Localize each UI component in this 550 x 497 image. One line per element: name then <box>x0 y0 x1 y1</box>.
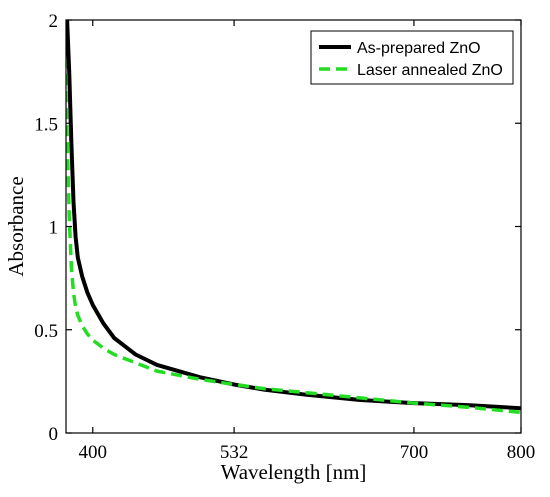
plot-area <box>66 20 521 415</box>
series-line-1 <box>66 20 521 411</box>
x-tick-label: 400 <box>79 442 108 463</box>
y-tick-label: 1.5 <box>34 114 58 135</box>
axes: 400 532 700 800 0 0.5 1 1.5 2 <box>34 11 535 463</box>
y-tick-label: 0 <box>49 424 59 445</box>
x-tick-label: 700 <box>400 442 429 463</box>
legend: As-prepared ZnO Laser annealed ZnO <box>310 30 514 85</box>
legend-box <box>310 30 514 85</box>
legend-label-2: Laser annealed ZnO <box>357 62 503 79</box>
y-tick-label: 0.5 <box>34 321 58 342</box>
x-axis-title: Wavelength [nm] <box>221 460 367 484</box>
x-tick-label: 800 <box>507 442 536 463</box>
y-axis-title: Absorbance <box>4 176 28 276</box>
legend-label-1: As-prepared ZnO <box>357 40 481 57</box>
x-tick-label: 532 <box>220 442 249 463</box>
y-tick-label: 1 <box>49 218 59 239</box>
series-line-2 <box>66 57 521 415</box>
y-tick-label: 2 <box>49 11 59 32</box>
